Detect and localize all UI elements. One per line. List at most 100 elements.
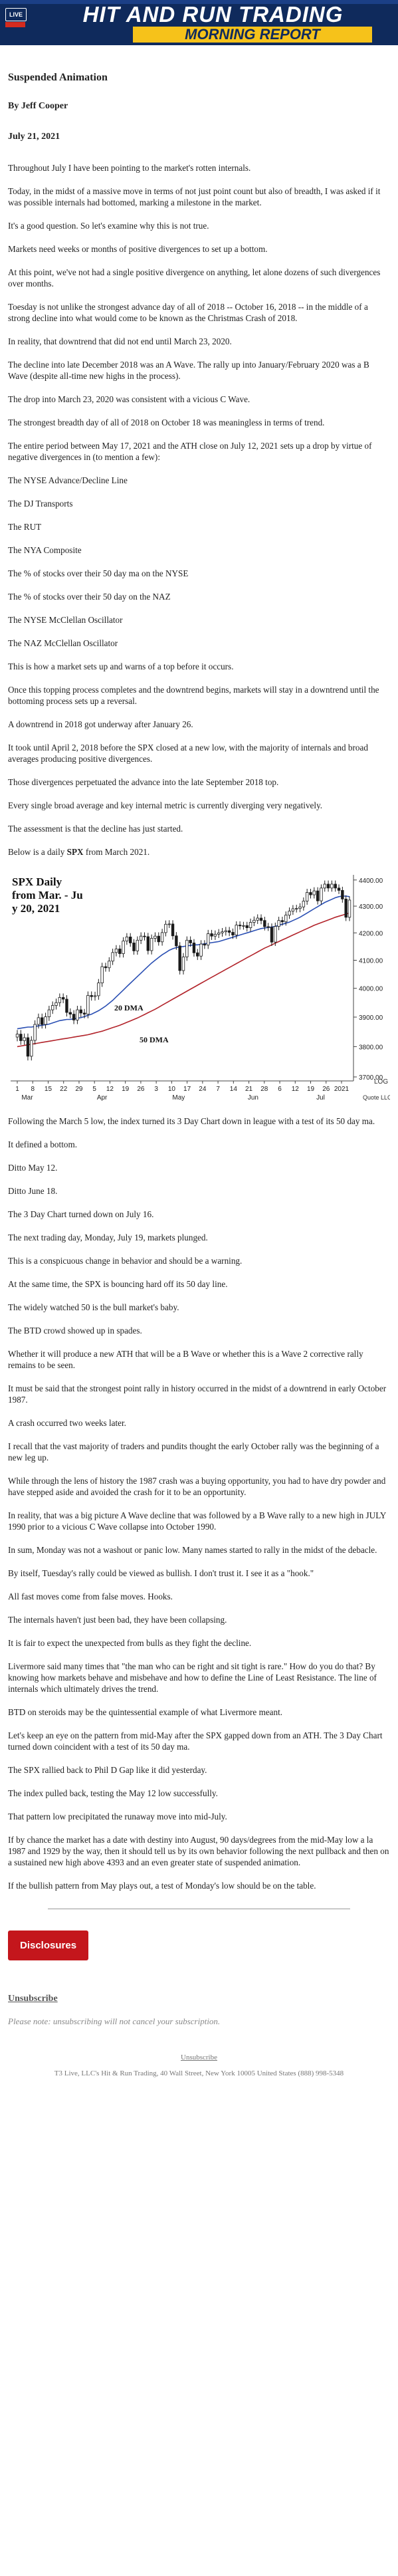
article-paragraph: At the same time, the SPX is bouncing ha… bbox=[8, 1279, 228, 1289]
x-tick-label: 15 bbox=[45, 1086, 52, 1093]
candle-body bbox=[235, 925, 238, 935]
candle-body bbox=[82, 1012, 86, 1015]
candle-body bbox=[139, 935, 143, 941]
article-paragraph: Let's keep an eye on the pattern from mi… bbox=[8, 1730, 383, 1752]
candle-body bbox=[192, 943, 196, 953]
article-paragraph: While through the lens of history the 19… bbox=[8, 1476, 386, 1497]
x-tick-label: 29 bbox=[75, 1086, 83, 1093]
y-tick-label: 3800.00 bbox=[359, 1044, 383, 1051]
article-paragraph: Livermore said many times that "the man … bbox=[8, 1661, 377, 1694]
chart-intro: Below is a daily SPX from March 2021. bbox=[8, 846, 390, 858]
candle-body bbox=[68, 1012, 72, 1015]
candle-body bbox=[305, 892, 309, 901]
article-paragraph: Toesday is not unlike the strongest adva… bbox=[8, 302, 368, 323]
unsubscribe-link[interactable]: Unsubscribe bbox=[8, 1994, 58, 2004]
candle-body bbox=[125, 937, 129, 941]
candle-body bbox=[122, 941, 125, 954]
candle-body bbox=[118, 949, 122, 954]
candle-body bbox=[30, 1040, 33, 1057]
candle-body bbox=[320, 887, 323, 901]
candle-body bbox=[298, 906, 302, 909]
candle-body bbox=[224, 930, 228, 933]
x-tick-label: 21 bbox=[245, 1086, 253, 1093]
candle-body bbox=[86, 995, 90, 1015]
disclosures-button[interactable]: Disclosures bbox=[8, 1931, 89, 1960]
candle-body bbox=[79, 1009, 82, 1014]
candle-body bbox=[213, 933, 217, 937]
x-tick-label: 12 bbox=[292, 1086, 300, 1093]
candle-body bbox=[252, 919, 256, 923]
article-paragraph: By itself, Tuesday's rally could be view… bbox=[8, 1568, 314, 1578]
candle-body bbox=[210, 933, 213, 937]
article-paragraph: The % of stocks over their 50 day on the… bbox=[8, 592, 171, 602]
article-paragraph: The drop into March 23, 2020 was consist… bbox=[8, 394, 250, 404]
candle-body bbox=[164, 923, 167, 933]
candle-body bbox=[44, 1016, 47, 1025]
candle-body bbox=[227, 930, 231, 933]
article-paragraph: The 3 Day Chart turned down on July 16. bbox=[8, 1209, 154, 1219]
candle-body bbox=[15, 1034, 19, 1038]
candle-body bbox=[330, 883, 334, 889]
ma50-line bbox=[17, 912, 350, 1048]
candle-body bbox=[54, 1002, 58, 1006]
spx-daily-chart: 4400.00 4300.00 4200.00 4100.00 4000.00 3900.… bbox=[8, 870, 390, 1106]
candle-body bbox=[238, 925, 242, 927]
x-tick-label: 17 bbox=[183, 1086, 191, 1093]
candle-body bbox=[189, 939, 192, 943]
candle-body bbox=[160, 932, 164, 943]
article-paragraph: A downtrend in 2018 got underway after J… bbox=[8, 719, 193, 729]
x-tick-label: 14 bbox=[230, 1086, 238, 1093]
candle-body bbox=[90, 995, 93, 997]
report-banner: LIVE HIT AND RUN TRADING MORNING REPORT bbox=[0, 0, 398, 45]
candle-body bbox=[175, 935, 178, 947]
unsubscribe-note: Please note: unsubscribing will not canc… bbox=[8, 2016, 221, 2026]
candle-body bbox=[221, 931, 224, 933]
candle-body bbox=[97, 983, 100, 996]
candle-body bbox=[111, 952, 114, 962]
candle-body bbox=[146, 936, 150, 951]
footer-unsubscribe-link[interactable]: Unsubscribe bbox=[181, 2053, 217, 2061]
candle-body bbox=[23, 1037, 26, 1041]
candle-body bbox=[277, 920, 280, 927]
article-paragraph: Once this topping process completes and … bbox=[8, 685, 379, 706]
candle-body bbox=[199, 943, 203, 957]
candle-body bbox=[316, 890, 320, 901]
x-month-label: Jul bbox=[316, 1094, 325, 1102]
x-tick-label: 1 bbox=[15, 1086, 19, 1093]
chart-intro-suffix: from March 2021. bbox=[83, 847, 150, 857]
article-paragraph: The index pulled back, testing the May 1… bbox=[8, 1788, 218, 1798]
article-paragraph: The DJ Transports bbox=[8, 499, 73, 509]
article-body: Suspended Animation By Jeff Cooper July … bbox=[0, 72, 398, 2077]
candle-body bbox=[108, 961, 111, 969]
annotation-20dma: 20 DMA bbox=[114, 1003, 144, 1012]
chart-svg: 4400.00 4300.00 4200.00 4100.00 4000.00 3900.… bbox=[8, 870, 390, 1106]
article-paragraph: It is fair to expect the unexpected from… bbox=[8, 1638, 252, 1648]
candle-body bbox=[100, 966, 104, 984]
article-paragraph: In reality, that downtrend that did not … bbox=[8, 336, 232, 346]
article-paragraph: Following the March 5 low, the index tur… bbox=[8, 1116, 375, 1126]
y-tick-label: 4100.00 bbox=[359, 957, 383, 965]
paragraphs-before-chart: Throughout July I have been pointing to … bbox=[8, 162, 390, 834]
chart-title-line-2: from Mar. - Ju bbox=[12, 889, 83, 901]
chart-intro-prefix: Below is a daily bbox=[8, 847, 67, 857]
x-tick-label: 19 bbox=[122, 1086, 130, 1093]
candle-body bbox=[157, 935, 160, 943]
banner-stripe bbox=[0, 0, 398, 4]
y-tick-label: 4200.00 bbox=[359, 930, 383, 937]
annotation-50dma: 50 DMA bbox=[140, 1035, 169, 1044]
candle-body bbox=[207, 933, 210, 946]
paragraphs-after-chart: Following the March 5 low, the index tur… bbox=[8, 1115, 390, 1891]
candle-body bbox=[312, 890, 316, 895]
x-tick-label: 26 bbox=[322, 1086, 330, 1093]
chart-intro-ticker: SPX bbox=[66, 847, 84, 857]
x-tick-label: 3 bbox=[154, 1086, 158, 1093]
candle-body bbox=[270, 927, 274, 943]
article-paragraph: Ditto June 18. bbox=[8, 1186, 58, 1196]
article-paragraph: The entire period between May 17, 2021 a… bbox=[8, 441, 372, 462]
candle-body bbox=[61, 997, 65, 1000]
candle-body bbox=[196, 952, 199, 957]
candle-body bbox=[47, 1009, 51, 1017]
candle-body bbox=[337, 887, 341, 891]
article-paragraph: Every single broad average and key inter… bbox=[8, 800, 323, 810]
candle-body bbox=[19, 1034, 23, 1041]
